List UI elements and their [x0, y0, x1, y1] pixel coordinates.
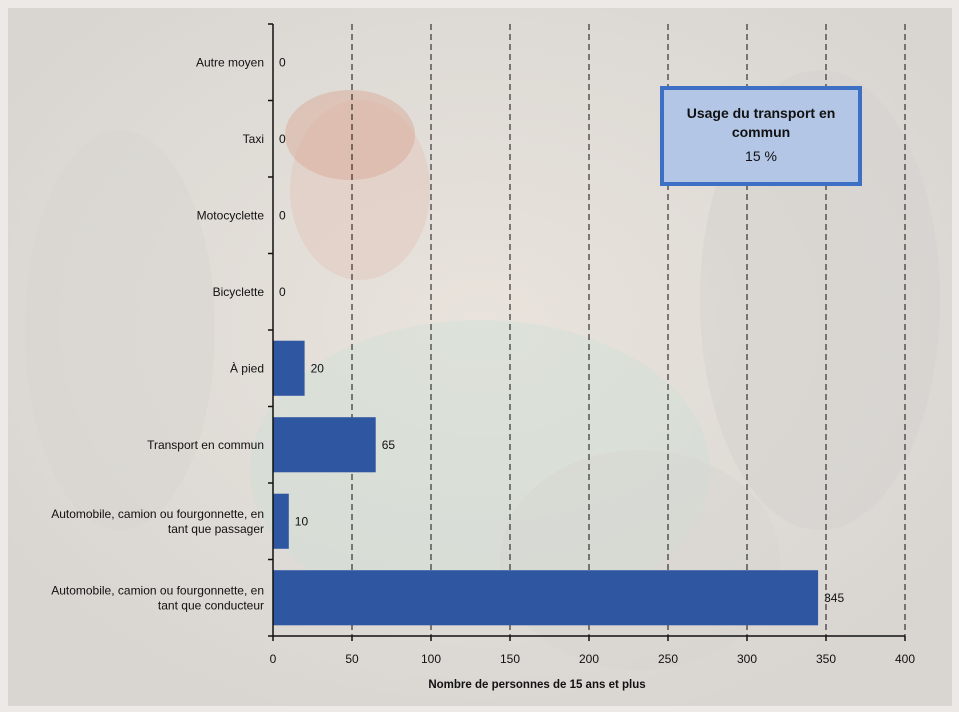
- x-tick-label: 250: [658, 652, 678, 666]
- category-label: Motocyclette: [197, 208, 265, 222]
- x-tick-label: 400: [895, 652, 915, 666]
- category-label: À pied: [230, 360, 264, 375]
- category-label: tant que conducteur: [158, 598, 264, 612]
- callout-title: Usage du transport en commun: [686, 105, 836, 140]
- bar: [273, 570, 819, 626]
- category-label: Autre moyen: [196, 55, 264, 69]
- x-tick-label: 150: [500, 652, 520, 666]
- bar: [273, 340, 305, 396]
- category-label: Automobile, camion ou fourgonnette, en: [51, 507, 264, 521]
- data-label: 65: [382, 438, 396, 452]
- x-tick-label: 0: [270, 652, 277, 666]
- transit-usage-callout: Usage du transport en commun 15 %: [660, 86, 862, 186]
- bar: [273, 493, 289, 549]
- data-label: 0: [279, 208, 286, 222]
- data-label: 345: [824, 591, 844, 605]
- x-tick-label: 300: [737, 652, 757, 666]
- category-label: Taxi: [243, 132, 264, 146]
- data-label: 10: [295, 514, 309, 528]
- x-axis-title: Nombre de personnes de 15 ans et plus: [428, 679, 645, 691]
- bar: [273, 417, 376, 473]
- x-tick-label: 50: [345, 652, 359, 666]
- category-label: tant que passager: [168, 522, 264, 536]
- x-tick-label: 350: [816, 652, 836, 666]
- category-label: Bicyclette: [213, 285, 265, 299]
- x-tick-label: 100: [421, 652, 441, 666]
- data-label: 0: [279, 285, 286, 299]
- data-label: 0: [279, 55, 286, 69]
- callout-value: 15 %: [745, 148, 777, 164]
- data-label: 20: [311, 361, 325, 375]
- x-tick-label: 200: [579, 652, 599, 666]
- category-label: Automobile, camion ou fourgonnette, en: [51, 583, 264, 597]
- data-label: 0: [279, 132, 286, 146]
- category-label: Transport en commun: [147, 438, 264, 452]
